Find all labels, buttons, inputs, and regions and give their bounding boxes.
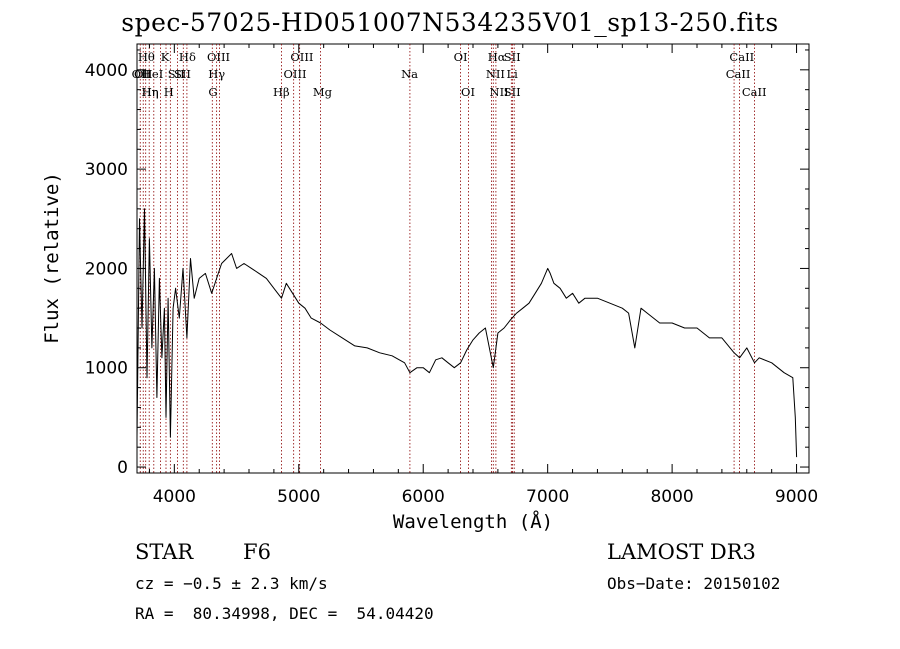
coordinates: RA = 80.34998, DEC = 54.04420 (135, 604, 434, 623)
line-label-4: HeI (142, 67, 163, 81)
line-label-19: OI (454, 50, 468, 64)
line-label-29: CaII (742, 85, 767, 99)
y-tick-label-1: 1000 (85, 359, 128, 379)
line-label-25: SII (504, 50, 521, 64)
object-class: STAR (135, 540, 194, 564)
line-label-28: CaII (729, 50, 754, 64)
x-tick-label-4: 8000 (650, 487, 693, 507)
line-label-1: Hθ (138, 50, 155, 64)
x-tick-label-2: 6000 (402, 487, 445, 507)
y-tick-label-3: 3000 (85, 160, 128, 180)
x-tick-label-3: 7000 (526, 487, 569, 507)
object-subclass: F6 (243, 540, 271, 564)
y-tick-label-0: 0 (117, 458, 128, 478)
x-tick-label-1: 5000 (277, 487, 320, 507)
line-label-9: SII (174, 67, 191, 81)
chart-title: spec-57025-HD051007N534235V01_sp13-250.f… (121, 8, 779, 37)
line-label-27: CaII (726, 67, 751, 81)
plot-frame (136, 43, 810, 474)
line-label-21: NII (486, 67, 505, 81)
redshift-value: cz = −0.5 ± 2.3 km/s (135, 574, 328, 593)
line-label-14: Hβ (273, 85, 290, 99)
x-axis-ticks: 4000 5000 6000 7000 8000 9000 (148, 44, 818, 507)
y-axis-label: Flux (relative) (41, 172, 63, 344)
observation-date: Obs−Date: 20150102 (607, 574, 781, 593)
line-label-5: Hη (142, 85, 159, 99)
line-label-11: G (208, 85, 217, 99)
line-label-0: OII (132, 67, 151, 81)
x-tick-label-0: 4000 (153, 487, 196, 507)
spectrum-series (136, 208, 798, 458)
line-label-15: OIII (284, 67, 307, 81)
x-axis-label: Wavelength (Å) (393, 510, 553, 533)
line-label-3: OII (134, 67, 153, 81)
line-label-12: Hγ (208, 67, 225, 81)
y-tick-label-2: 2000 (85, 259, 128, 279)
line-label-16: OIII (290, 50, 313, 64)
line-label-10: Hδ (179, 50, 196, 64)
emission-line-markers (139, 44, 755, 473)
line-label-17: Mg (313, 85, 333, 99)
survey-name: LAMOST DR3 (607, 540, 756, 564)
emission-line-labels: OIIHθHηOIIHeIHηKHSIISIIHδGHγOIIIHβOIIIOI… (132, 50, 767, 99)
line-label-8: SII (168, 67, 185, 81)
line-label-24: Li (507, 67, 519, 81)
x-tick-label-5: 9000 (775, 487, 818, 507)
line-label-6: K (161, 50, 170, 64)
y-axis-ticks: 0 1000 2000 3000 4000 (85, 49, 809, 478)
line-label-20: OI (461, 85, 475, 99)
y-tick-label-4: 4000 (85, 61, 128, 81)
line-label-18: Na (401, 67, 418, 81)
line-label-13: OIII (207, 50, 230, 64)
line-label-22: Hα (488, 50, 506, 64)
line-label-23: NII (490, 85, 509, 99)
spectrum-line-0 (136, 208, 798, 458)
line-label-7: H (164, 85, 174, 99)
line-label-2: Hη (142, 85, 159, 99)
line-label-26: SII (504, 85, 521, 99)
